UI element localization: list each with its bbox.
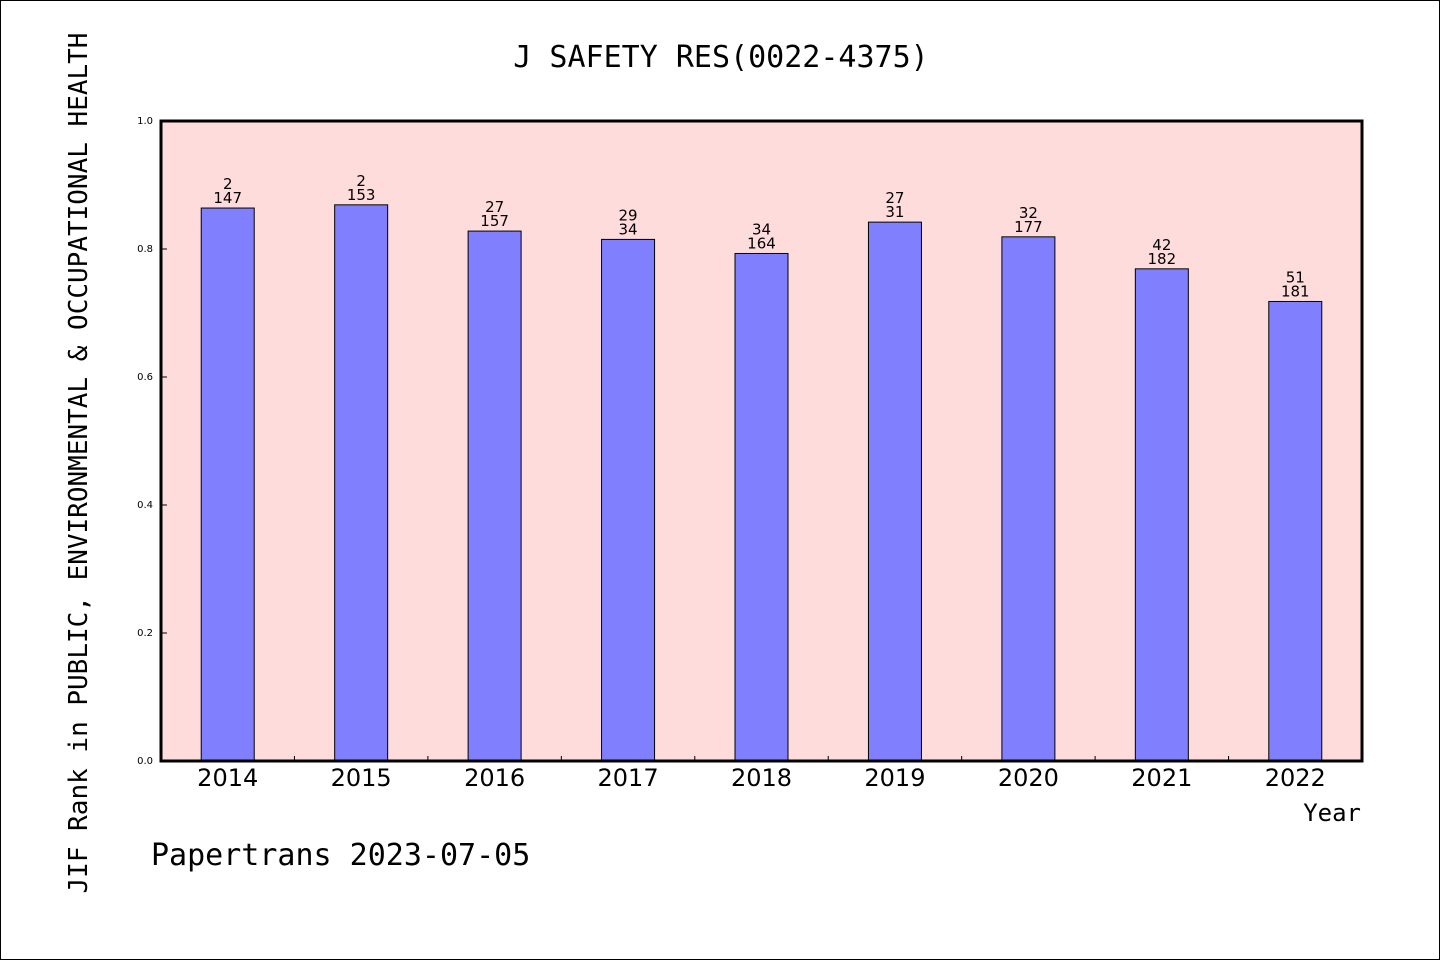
y-tick-label: 0.8: [137, 244, 153, 255]
footer-credit: Papertrans 2023-07-05: [151, 838, 530, 873]
bar-2020: [1001, 236, 1056, 762]
bar-rank-label: 27: [485, 198, 504, 216]
y-tick-label: 0.6: [137, 372, 153, 383]
x-tick-label: 2020: [998, 764, 1059, 792]
plot-border: [159, 119, 1364, 763]
y-tick-label: 1.0: [137, 116, 153, 127]
x-tick-label: 2021: [1131, 764, 1192, 792]
bar-2021: [1134, 268, 1189, 762]
bar-total-label: 177: [1014, 218, 1043, 236]
bar-2015: [334, 204, 389, 762]
bar-2022: [1268, 300, 1323, 762]
x-tick-label: 2015: [331, 764, 392, 792]
bar-total-label: 153: [347, 186, 376, 204]
x-tick-label: 2019: [864, 764, 925, 792]
bar-2016: [467, 230, 522, 762]
bar-rank-label: 29: [619, 206, 638, 224]
bar-2014: [200, 207, 255, 762]
bar-rank-label: 51: [1286, 268, 1305, 286]
x-tick-label: 2017: [598, 764, 659, 792]
bar-2018: [734, 252, 789, 762]
bar-rank-label: 34: [752, 220, 771, 238]
bar-total-label: 182: [1148, 250, 1177, 268]
x-axis-label: Year: [1303, 799, 1361, 827]
x-tick-label: 2018: [731, 764, 792, 792]
bar-total-label: 34: [619, 220, 638, 238]
x-tick-label: 2016: [464, 764, 525, 792]
bar-series: [200, 204, 1323, 762]
x-tick-label: 2022: [1265, 764, 1326, 792]
y-tick-label: 0.2: [137, 628, 153, 639]
x-tick-label: 2014: [197, 764, 258, 792]
bar-2017: [601, 238, 656, 762]
y-axis-label: JIF Rank in PUBLIC, ENVIRONMENTAL & OCCU…: [64, 33, 94, 894]
y-tick-label: 0.4: [137, 500, 153, 511]
bar-rank-label: 27: [885, 189, 904, 207]
bar-total-label: 31: [885, 203, 904, 221]
bar-total-label: 157: [480, 212, 509, 230]
bar-total-label: 147: [213, 189, 242, 207]
bar-rank-label: 32: [1019, 204, 1038, 222]
bar-total-label: 181: [1281, 282, 1310, 300]
x-axis-ticks: 2014 2015 2016 2017 2018 2019 2020 2021 2022: [197, 756, 1326, 792]
bar-rank-label: 2: [356, 172, 366, 190]
bar-rank-label: 42: [1152, 236, 1171, 254]
bar-rank-label: 2: [223, 175, 233, 193]
chart-title: J SAFETY RES(0022-4375): [513, 40, 928, 75]
bar-2019: [867, 221, 922, 762]
bar-total-label: 164: [747, 234, 776, 252]
y-tick-label: 0.0: [137, 756, 153, 767]
